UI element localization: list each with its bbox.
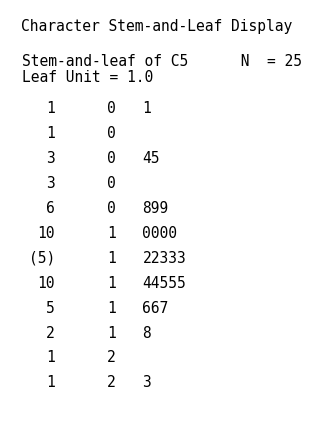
Text: 5: 5 xyxy=(46,301,55,316)
Text: 8: 8 xyxy=(142,326,151,341)
Text: 0000: 0000 xyxy=(142,226,177,241)
Text: 2: 2 xyxy=(107,350,115,366)
Text: 1: 1 xyxy=(107,276,115,291)
Text: Leaf Unit = 1.0: Leaf Unit = 1.0 xyxy=(22,70,153,85)
Text: 44555: 44555 xyxy=(142,276,186,291)
Text: 0: 0 xyxy=(107,101,115,116)
Text: 3: 3 xyxy=(46,151,55,166)
Text: 10: 10 xyxy=(37,276,55,291)
Text: 45: 45 xyxy=(142,151,160,166)
Text: 0: 0 xyxy=(107,126,115,141)
Text: 0: 0 xyxy=(107,151,115,166)
Text: 2: 2 xyxy=(107,375,115,390)
Text: 10: 10 xyxy=(37,226,55,241)
Text: 1: 1 xyxy=(107,251,115,266)
Text: 0: 0 xyxy=(107,201,115,216)
Text: 1: 1 xyxy=(46,375,55,390)
Text: 22333: 22333 xyxy=(142,251,186,266)
Text: 1: 1 xyxy=(46,350,55,366)
Text: (5): (5) xyxy=(28,251,55,266)
Text: 899: 899 xyxy=(142,201,169,216)
Text: 1: 1 xyxy=(107,326,115,341)
Text: 3: 3 xyxy=(142,375,151,390)
Text: 1: 1 xyxy=(142,101,151,116)
Text: 6: 6 xyxy=(46,201,55,216)
Text: 3: 3 xyxy=(46,176,55,191)
Text: 1: 1 xyxy=(46,126,55,141)
Text: 1: 1 xyxy=(107,301,115,316)
Text: 1: 1 xyxy=(107,226,115,241)
Text: 0: 0 xyxy=(107,176,115,191)
Text: 667: 667 xyxy=(142,301,169,316)
Text: 2: 2 xyxy=(46,326,55,341)
Text: Character Stem-and-Leaf Display: Character Stem-and-Leaf Display xyxy=(21,19,292,34)
Text: 1: 1 xyxy=(46,101,55,116)
Text: Stem-and-leaf of C5      N  = 25: Stem-and-leaf of C5 N = 25 xyxy=(22,54,302,69)
